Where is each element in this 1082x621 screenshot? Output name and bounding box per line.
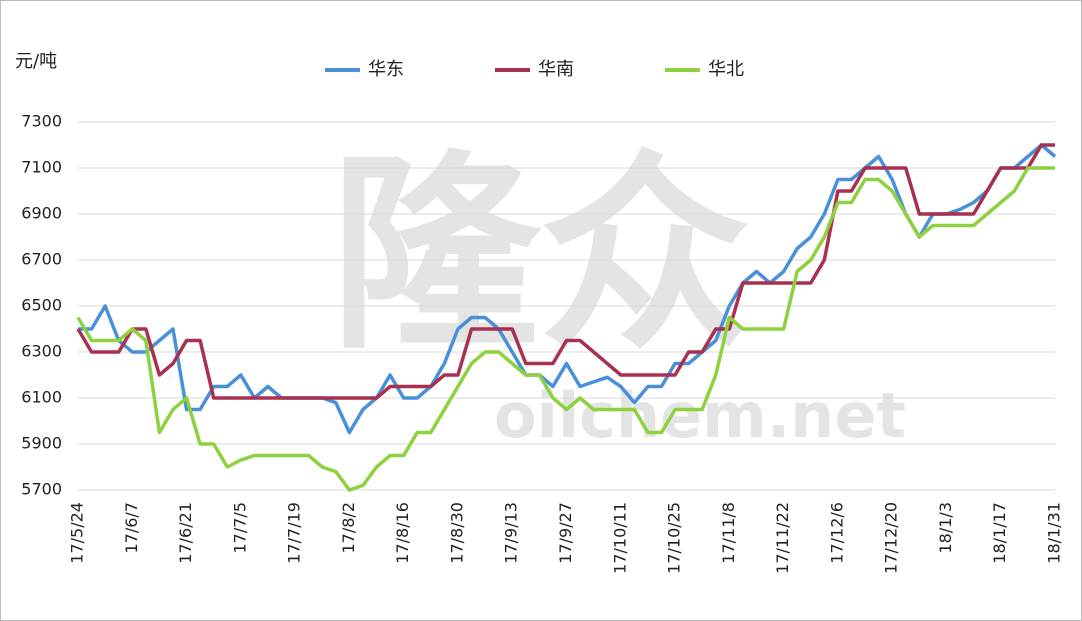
- legend-label: 华南: [538, 59, 574, 80]
- y-tick-label: 6300: [21, 342, 62, 361]
- y-tick-label: 6700: [21, 250, 62, 269]
- x-tick-label: 17/8/2: [339, 502, 358, 554]
- y-tick-label: 5900: [21, 434, 62, 453]
- legend-label: 华东: [368, 59, 404, 80]
- series-line: [76, 143, 1055, 400]
- series-line: [76, 166, 1055, 492]
- y-tick-label: 7100: [21, 158, 62, 177]
- x-tick-label: 18/1/17: [990, 502, 1009, 564]
- unit-label: 元/吨: [15, 51, 57, 72]
- x-tick-label: 17/7/19: [285, 502, 304, 564]
- legend-label: 华北: [708, 59, 744, 80]
- y-tick-label: 5700: [21, 480, 62, 499]
- x-tick-label: 17/6/21: [176, 502, 195, 564]
- series-line: [78, 143, 1057, 435]
- watermark: oilchem.net: [494, 379, 906, 452]
- y-tick-label: 6100: [21, 388, 62, 407]
- x-tick-label: 17/7/5: [230, 502, 249, 554]
- x-tick-label: 17/6/7: [122, 502, 141, 554]
- x-tick-label: 17/12/20: [882, 502, 901, 574]
- x-tick-label: 17/8/16: [393, 502, 412, 564]
- x-tick-label: 17/10/11: [610, 502, 629, 574]
- y-tick-label: 6900: [21, 204, 62, 223]
- x-tick-label: 17/10/25: [665, 502, 684, 574]
- watermark: 隆众: [330, 133, 750, 378]
- x-tick-label: 17/9/13: [502, 502, 521, 564]
- x-tick-label: 17/12/6: [827, 502, 846, 564]
- y-tick-label: 7300: [21, 112, 62, 131]
- x-tick-label: 17/8/30: [447, 502, 466, 564]
- y-tick-label: 6500: [21, 296, 62, 315]
- x-tick-label: 17/5/24: [68, 502, 87, 564]
- x-tick-label: 17/11/22: [773, 502, 792, 574]
- x-tick-label: 17/11/8: [719, 502, 738, 564]
- x-tick-label: 17/9/27: [556, 502, 575, 564]
- x-tick-label: 18/1/31: [1045, 502, 1064, 564]
- x-tick-label: 18/1/3: [936, 502, 955, 554]
